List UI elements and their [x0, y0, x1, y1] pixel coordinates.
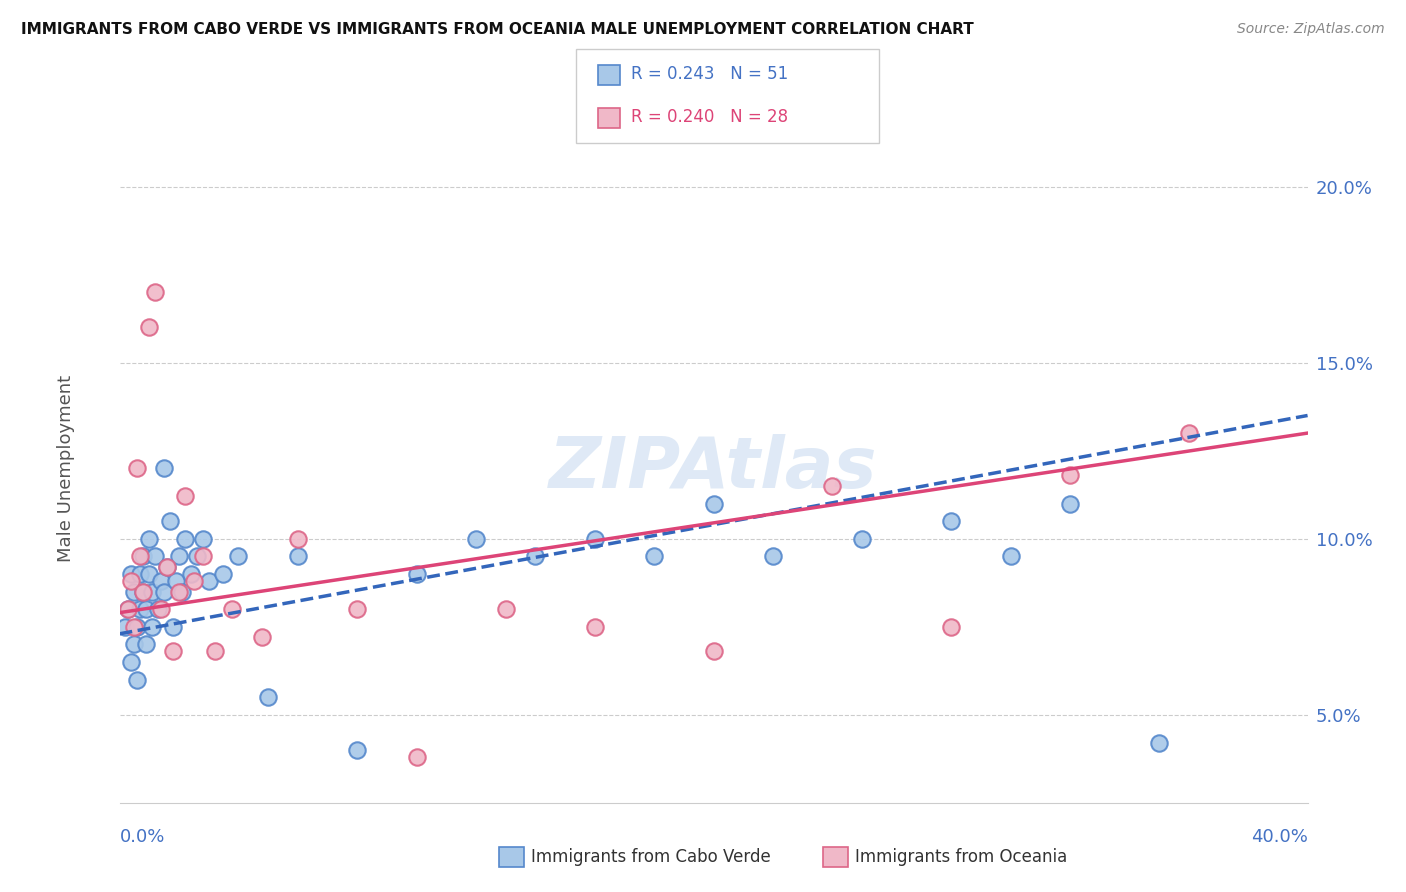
Point	[117, 602, 139, 616]
Point	[186, 549, 208, 564]
Point	[162, 620, 184, 634]
Point	[162, 644, 184, 658]
Point	[287, 549, 309, 564]
Point	[156, 560, 179, 574]
Point	[165, 574, 187, 588]
Point	[257, 690, 280, 705]
Point	[346, 602, 368, 616]
Point	[702, 496, 725, 510]
Point	[762, 549, 785, 564]
Point	[464, 532, 486, 546]
Point	[1059, 468, 1081, 483]
Text: R = 0.240   N = 28: R = 0.240 N = 28	[631, 108, 789, 126]
Point	[524, 549, 547, 564]
Point	[250, 630, 273, 644]
Point	[821, 479, 844, 493]
Point	[127, 673, 149, 687]
Point	[146, 602, 169, 616]
Point	[167, 584, 190, 599]
Point	[346, 743, 368, 757]
Point	[117, 602, 139, 616]
Point	[124, 584, 146, 599]
Point	[212, 566, 235, 581]
Point	[129, 566, 152, 581]
Point	[153, 461, 176, 475]
Point	[643, 549, 665, 564]
Text: Immigrants from Cabo Verde: Immigrants from Cabo Verde	[531, 848, 772, 866]
Point	[150, 602, 173, 616]
Text: IMMIGRANTS FROM CABO VERDE VS IMMIGRANTS FROM OCEANIA MALE UNEMPLOYMENT CORRELAT: IMMIGRANTS FROM CABO VERDE VS IMMIGRANTS…	[21, 22, 974, 37]
Point	[405, 750, 427, 764]
Point	[156, 560, 179, 574]
Point	[120, 574, 142, 588]
Point	[135, 602, 157, 616]
Text: 40.0%: 40.0%	[1251, 828, 1308, 846]
Text: Immigrants from Oceania: Immigrants from Oceania	[855, 848, 1067, 866]
Point	[173, 490, 195, 504]
Point	[129, 549, 152, 564]
Point	[132, 584, 155, 599]
Point	[180, 566, 202, 581]
Point	[183, 574, 205, 588]
Point	[143, 285, 166, 300]
Point	[1000, 549, 1022, 564]
Point	[1178, 426, 1201, 441]
Text: Male Unemployment: Male Unemployment	[58, 375, 75, 562]
Point	[129, 602, 152, 616]
Point	[173, 532, 195, 546]
Point	[141, 620, 163, 634]
Point	[120, 566, 142, 581]
Point	[138, 566, 160, 581]
Text: 0.0%: 0.0%	[120, 828, 165, 846]
Point	[120, 655, 142, 669]
Point	[124, 620, 146, 634]
Point	[124, 637, 146, 651]
Point	[127, 461, 149, 475]
Text: R = 0.243   N = 51: R = 0.243 N = 51	[631, 65, 789, 83]
Point	[939, 620, 962, 634]
Point	[170, 584, 193, 599]
Text: ZIPAtlas: ZIPAtlas	[550, 434, 877, 503]
Point	[287, 532, 309, 546]
Point	[141, 584, 163, 599]
Point	[191, 532, 214, 546]
Point	[1147, 736, 1170, 750]
Point	[150, 574, 173, 588]
Point	[228, 549, 250, 564]
Point	[495, 602, 517, 616]
Point	[159, 514, 181, 528]
Point	[1059, 496, 1081, 510]
Point	[135, 637, 157, 651]
Point	[114, 620, 136, 634]
Point	[191, 549, 214, 564]
Point	[138, 532, 160, 546]
Point	[204, 644, 226, 658]
Point	[167, 549, 190, 564]
Point	[221, 602, 243, 616]
Point	[939, 514, 962, 528]
Point	[127, 620, 149, 634]
Point	[405, 566, 427, 581]
Point	[583, 532, 606, 546]
Point	[132, 549, 155, 564]
Point	[138, 320, 160, 334]
Point	[851, 532, 873, 546]
Text: Source: ZipAtlas.com: Source: ZipAtlas.com	[1237, 22, 1385, 37]
Point	[132, 584, 155, 599]
Point	[153, 584, 176, 599]
Point	[702, 644, 725, 658]
Point	[583, 620, 606, 634]
Point	[197, 574, 219, 588]
Point	[143, 549, 166, 564]
